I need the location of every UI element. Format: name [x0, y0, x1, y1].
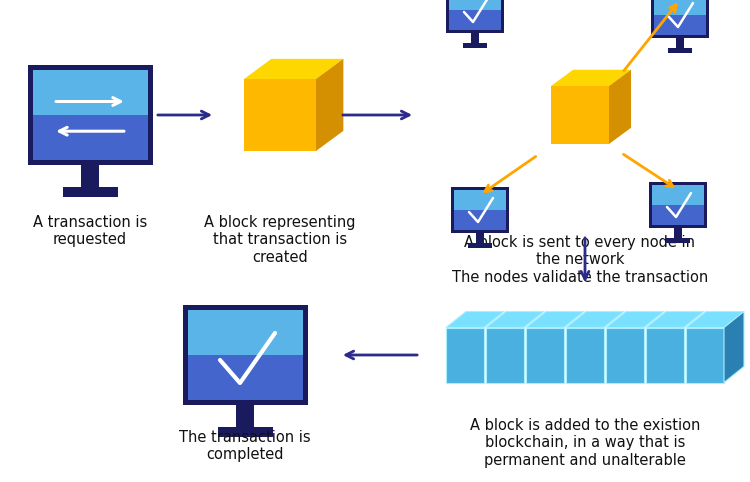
Polygon shape: [446, 311, 504, 327]
Text: A block is sent to every node in
the network
The nodes validate the transaction: A block is sent to every node in the net…: [452, 235, 708, 285]
FancyBboxPatch shape: [81, 165, 99, 187]
FancyBboxPatch shape: [188, 355, 302, 400]
Polygon shape: [566, 327, 604, 383]
FancyBboxPatch shape: [652, 205, 704, 225]
FancyBboxPatch shape: [32, 115, 148, 160]
FancyBboxPatch shape: [182, 305, 308, 405]
Polygon shape: [244, 79, 316, 151]
Polygon shape: [526, 311, 584, 327]
Polygon shape: [316, 59, 344, 151]
FancyBboxPatch shape: [454, 190, 506, 210]
FancyBboxPatch shape: [468, 243, 492, 248]
FancyBboxPatch shape: [651, 0, 709, 38]
FancyBboxPatch shape: [471, 33, 479, 43]
FancyBboxPatch shape: [454, 210, 506, 230]
FancyBboxPatch shape: [666, 238, 690, 243]
FancyBboxPatch shape: [28, 65, 152, 165]
Polygon shape: [526, 327, 564, 383]
FancyBboxPatch shape: [451, 187, 509, 233]
Text: A block representing
that transaction is
created: A block representing that transaction is…: [204, 215, 356, 265]
Polygon shape: [551, 70, 631, 86]
Polygon shape: [646, 311, 704, 327]
FancyBboxPatch shape: [62, 187, 118, 197]
Polygon shape: [606, 311, 664, 327]
FancyBboxPatch shape: [668, 48, 692, 53]
FancyBboxPatch shape: [188, 310, 302, 355]
FancyBboxPatch shape: [32, 70, 148, 115]
Text: A block is added to the existion
blockchain, in a way that is
permanent and unal: A block is added to the existion blockch…: [470, 418, 700, 468]
Polygon shape: [486, 311, 544, 327]
FancyBboxPatch shape: [654, 0, 706, 15]
FancyBboxPatch shape: [476, 233, 484, 243]
FancyBboxPatch shape: [446, 0, 504, 33]
Polygon shape: [486, 327, 524, 383]
Polygon shape: [609, 70, 631, 144]
FancyBboxPatch shape: [674, 228, 682, 238]
Polygon shape: [551, 86, 609, 144]
FancyBboxPatch shape: [652, 185, 704, 205]
Text: The transaction is
completed: The transaction is completed: [179, 430, 310, 462]
FancyBboxPatch shape: [654, 15, 706, 35]
Polygon shape: [646, 327, 684, 383]
Polygon shape: [244, 59, 344, 79]
Polygon shape: [686, 327, 724, 383]
FancyBboxPatch shape: [236, 405, 254, 427]
Polygon shape: [446, 327, 484, 383]
Text: A transaction is
requested: A transaction is requested: [33, 215, 147, 247]
FancyBboxPatch shape: [449, 0, 501, 10]
FancyBboxPatch shape: [676, 38, 684, 48]
FancyBboxPatch shape: [217, 427, 272, 437]
Polygon shape: [686, 311, 744, 327]
FancyBboxPatch shape: [449, 10, 501, 30]
FancyBboxPatch shape: [463, 43, 487, 48]
Polygon shape: [724, 311, 744, 383]
Polygon shape: [606, 327, 644, 383]
FancyBboxPatch shape: [649, 182, 707, 228]
Polygon shape: [566, 311, 624, 327]
